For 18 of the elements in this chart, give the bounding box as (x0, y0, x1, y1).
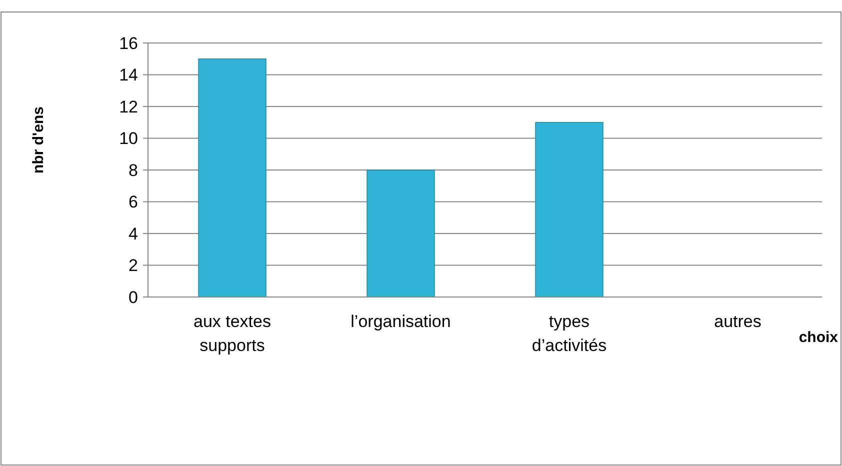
y-tick-label: 0 (128, 288, 138, 307)
y-tick-label: 12 (119, 97, 138, 116)
y-tick-label: 14 (119, 66, 138, 85)
bar (198, 58, 266, 298)
x-tick-label: autres (714, 312, 762, 331)
y-tick-label: 16 (119, 34, 138, 53)
x-tick-label: aux textes supports (194, 312, 271, 355)
y-tick-label: 4 (128, 224, 138, 244)
y-tick-label: 8 (128, 160, 138, 180)
x-tick-label: types d’activités (532, 312, 607, 355)
bar (535, 122, 604, 298)
y-tick-label: 6 (128, 192, 138, 212)
x-axis-title: choix (798, 329, 839, 346)
y-axis-title: nbr d'ens (30, 106, 47, 174)
bar (366, 170, 435, 298)
y-tick-label: 10 (119, 129, 138, 148)
y-tick-label: 2 (128, 256, 138, 276)
x-tick-label: l’organisation (350, 312, 451, 331)
